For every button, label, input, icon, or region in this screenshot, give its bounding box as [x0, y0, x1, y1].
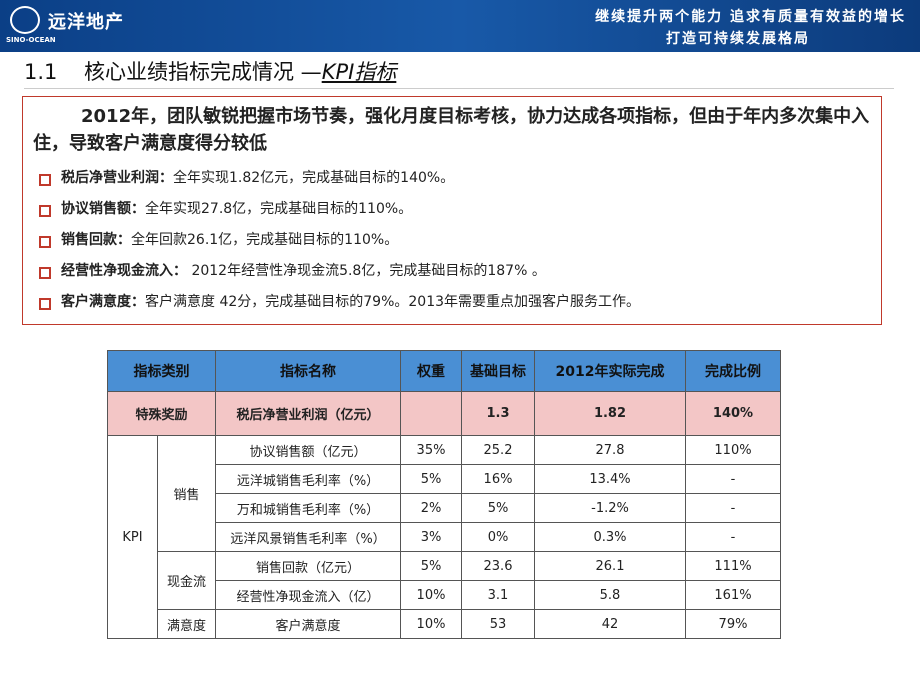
cell: 110%	[685, 435, 781, 465]
cell: 27.8	[534, 435, 686, 465]
kpi-table: 指标类别 指标名称 权重 基础目标 2012年实际完成 完成比例 特殊奖励 税后净营业利润（亿…	[107, 350, 781, 639]
kpi-row: 万和城销售毛利率（%） 2% 5% -1.2% -	[108, 493, 781, 523]
cell: 35%	[400, 435, 462, 465]
cell: 161%	[685, 580, 781, 610]
cell: 1.3	[461, 391, 535, 436]
cell: 13.4%	[534, 464, 686, 494]
cell: -	[685, 464, 781, 494]
header-banner: 远洋地产 SINO-OCEAN 继续提升两个能力 追求有质量有效益的增长 打造可…	[0, 0, 920, 52]
header-cell: 指标类别	[107, 350, 216, 392]
group-label: 销售	[157, 435, 216, 552]
cell: 5%	[461, 493, 535, 523]
logo-mark	[10, 6, 40, 34]
cell: 42	[534, 609, 686, 639]
title-emphasis: KPI指标	[321, 60, 397, 84]
cell: 经营性净现金流入（亿）	[215, 580, 401, 610]
cell: 远洋风景销售毛利率（%）	[215, 522, 401, 552]
cell: 79%	[685, 609, 781, 639]
group-label: 现金流	[157, 551, 216, 610]
kpi-row: KPI 销售 协议销售额（亿元） 35% 25.2 27.8 110%	[107, 435, 781, 639]
bullet-list: 税后净营业利润：全年实现1.82亿元，完成基础目标的140%。 协议销售额：全年实…	[33, 163, 871, 318]
group-label: 满意度	[157, 609, 216, 639]
cell: 3.1	[461, 580, 535, 610]
header-cell: 指标名称	[215, 350, 401, 392]
title: 1.1 核心业绩指标完成情况 —KPI指标	[24, 56, 894, 89]
bullet-label: 客户满意度：	[61, 294, 145, 310]
bullet-text: 客户满意度 42分，完成基础目标的79%。2013年需要重点加强客户服务工作。	[145, 294, 641, 310]
cell: 25.2	[461, 435, 535, 465]
title-text: 核心业绩指标完成情况 —	[84, 60, 322, 84]
kpi-row: 远洋城销售毛利率（%） 5% 16% 13.4% -	[108, 464, 781, 494]
bullet-label: 销售回款：	[61, 232, 131, 248]
header-cell: 基础目标	[461, 350, 535, 392]
cell: 税后净营业利润（亿元）	[215, 391, 401, 436]
cell: -1.2%	[534, 493, 686, 523]
kpi-row: 满意度 客户满意度 10% 53 42 79%	[108, 609, 781, 639]
title-number: 1.1	[24, 60, 58, 84]
bullet-text: 全年回款26.1亿，完成基础目标的110%。	[131, 232, 399, 248]
header-cell: 完成比例	[685, 350, 781, 392]
bullet: 协议销售额：全年实现27.8亿，完成基础目标的110%。	[33, 194, 871, 225]
cell: 客户满意度	[215, 609, 401, 639]
summary-box: 2012年，团队敏锐把握市场节奏，强化月度目标考核，协力达成各项指标，但由于年内…	[22, 96, 882, 325]
cell: 1.82	[534, 391, 686, 436]
bullet-label: 协议销售额：	[61, 201, 145, 217]
summary: 2012年，团队敏锐把握市场节奏，强化月度目标考核，协力达成各项指标，但由于年内…	[33, 106, 870, 154]
cell	[400, 391, 462, 436]
cell: 万和城销售毛利率（%）	[215, 493, 401, 523]
cell: 111%	[685, 551, 781, 581]
header-cell: 权重	[400, 350, 462, 392]
logo-text: 远洋地产	[48, 12, 124, 33]
cell: 协议销售额（亿元）	[215, 435, 401, 465]
slogan: 打造可持续发展格局	[666, 31, 810, 47]
cell: 5%	[400, 464, 462, 494]
cell: 销售回款（亿元）	[215, 551, 401, 581]
bullet-label: 税后净营业利润：	[61, 170, 173, 186]
kpi-row: 远洋风景销售毛利率（%） 3% 0% 0.3% -	[108, 522, 781, 552]
cell: 特殊奖励	[107, 391, 216, 436]
cell: 23.6	[461, 551, 535, 581]
bullet: 经营性净现金流入： 2012年经营性净现金流5.8亿，完成基础目标的187% 。	[33, 256, 871, 287]
cell: 16%	[461, 464, 535, 494]
header-cell: 2012年实际完成	[534, 350, 686, 392]
cell: 2%	[400, 493, 462, 523]
bullet-text: 全年实现1.82亿元，完成基础目标的140%。	[173, 170, 455, 186]
bullet: 税后净营业利润：全年实现1.82亿元，完成基础目标的140%。	[33, 163, 871, 194]
cell: -	[685, 493, 781, 523]
header-row: 指标类别 指标名称 权重 基础目标 2012年实际完成 完成比例	[107, 350, 781, 392]
cell: 140%	[685, 391, 781, 436]
slogan: 继续提升两个能力 追求有质量有效益的增长	[595, 9, 906, 25]
bullet: 客户满意度：客户满意度 42分，完成基础目标的79%。2013年需要重点加强客户…	[33, 287, 871, 318]
cell: -	[685, 522, 781, 552]
cell: 0%	[461, 522, 535, 552]
kpi-label: KPI	[107, 435, 158, 639]
kpi-row: 经营性净现金流入（亿） 10% 3.1 5.8 161%	[108, 580, 781, 610]
cell: 5%	[400, 551, 462, 581]
bullet: 销售回款：全年回款26.1亿，完成基础目标的110%。	[33, 225, 871, 256]
cell: 26.1	[534, 551, 686, 581]
bullet-text: 全年实现27.8亿，完成基础目标的110%。	[145, 201, 413, 217]
kpi-row: 现金流 销售回款（亿元） 5% 23.6 26.1 111%	[108, 551, 781, 610]
bullet-label: 经营性净现金流入：	[61, 263, 187, 279]
logo-en: SINO-OCEAN	[6, 36, 56, 44]
cell: 5.8	[534, 580, 686, 610]
cell: 53	[461, 609, 535, 639]
cell: 0.3%	[534, 522, 686, 552]
special-row: 特殊奖励 税后净营业利润（亿元） 1.3 1.82 140%	[107, 391, 781, 436]
cell: 远洋城销售毛利率（%）	[215, 464, 401, 494]
cell: 3%	[400, 522, 462, 552]
bullet-text: 2012年经营性净现金流5.8亿，完成基础目标的187% 。	[187, 263, 546, 279]
cell: 10%	[400, 580, 462, 610]
cell: 10%	[400, 609, 462, 639]
